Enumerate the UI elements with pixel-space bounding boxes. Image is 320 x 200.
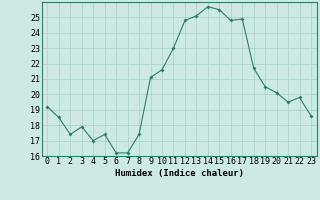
X-axis label: Humidex (Indice chaleur): Humidex (Indice chaleur) — [115, 169, 244, 178]
